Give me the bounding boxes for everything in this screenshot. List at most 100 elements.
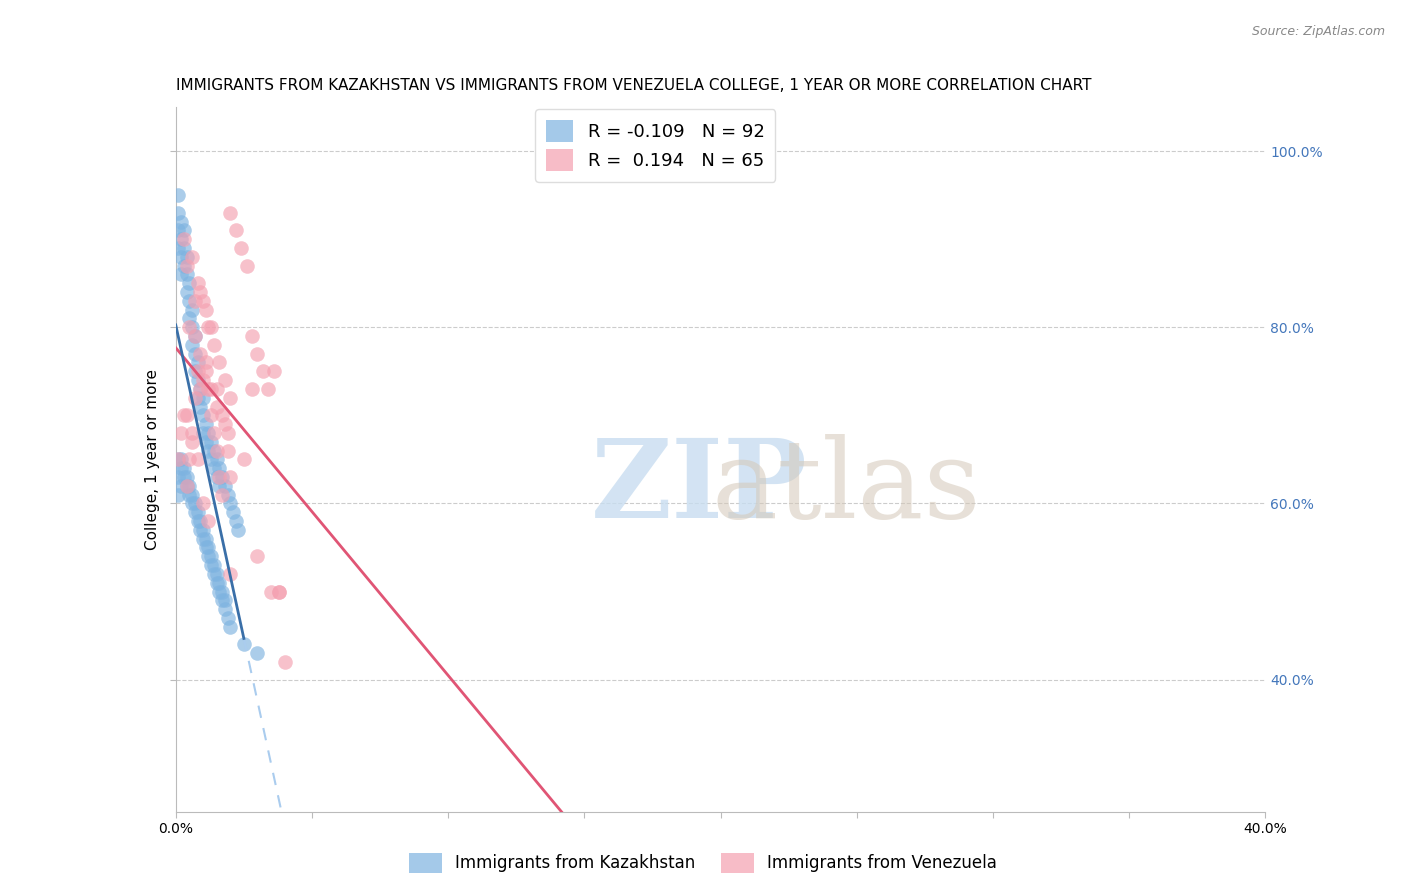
Text: IMMIGRANTS FROM KAZAKHSTAN VS IMMIGRANTS FROM VENEZUELA COLLEGE, 1 YEAR OR MORE : IMMIGRANTS FROM KAZAKHSTAN VS IMMIGRANTS… — [176, 78, 1091, 94]
Point — [211, 593, 233, 607]
Point — [181, 320, 204, 334]
Point — [194, 541, 217, 555]
Point — [184, 391, 207, 405]
Point — [176, 285, 198, 299]
Point — [197, 382, 219, 396]
Point — [186, 364, 209, 378]
Point — [202, 461, 225, 475]
Point — [194, 355, 217, 369]
Point — [202, 443, 225, 458]
Point — [170, 268, 193, 282]
Point — [173, 470, 195, 484]
Point — [179, 293, 201, 308]
Point — [176, 250, 198, 264]
Point — [257, 382, 280, 396]
Point — [184, 293, 207, 308]
Point — [181, 250, 204, 264]
Point — [188, 523, 211, 537]
Point — [184, 346, 207, 360]
Point — [167, 223, 190, 237]
Point — [197, 443, 219, 458]
Point — [214, 417, 236, 432]
Point — [211, 584, 233, 599]
Point — [188, 382, 211, 396]
Point — [202, 558, 225, 573]
Point — [167, 188, 190, 202]
Point — [167, 452, 190, 467]
Point — [179, 452, 201, 467]
Point — [173, 223, 195, 237]
Point — [181, 425, 204, 440]
Point — [176, 470, 198, 484]
Point — [173, 259, 195, 273]
Point — [184, 329, 207, 343]
Point — [191, 373, 214, 387]
Point — [191, 496, 214, 510]
Point — [269, 584, 291, 599]
Point — [179, 487, 201, 501]
Point — [181, 434, 204, 449]
Point — [214, 602, 236, 616]
Point — [194, 532, 217, 546]
Point — [205, 452, 228, 467]
Point — [173, 241, 195, 255]
Point — [176, 479, 198, 493]
Point — [173, 409, 195, 423]
Text: Source: ZipAtlas.com: Source: ZipAtlas.com — [1251, 25, 1385, 38]
Point — [194, 364, 217, 378]
Point — [219, 620, 242, 634]
Point — [194, 302, 217, 317]
Point — [225, 223, 247, 237]
Point — [170, 250, 193, 264]
Point — [191, 532, 214, 546]
Point — [191, 391, 214, 405]
Point — [246, 549, 269, 564]
Point — [200, 409, 222, 423]
Point — [205, 566, 228, 581]
Point — [176, 409, 198, 423]
Point — [170, 452, 193, 467]
Point — [197, 541, 219, 555]
Point — [240, 382, 263, 396]
Point — [173, 461, 195, 475]
Point — [205, 443, 228, 458]
Point — [260, 584, 283, 599]
Point — [184, 364, 207, 378]
Point — [186, 373, 209, 387]
Point — [170, 232, 193, 246]
Point — [200, 549, 222, 564]
Point — [191, 409, 214, 423]
Point — [188, 346, 211, 360]
Point — [181, 302, 204, 317]
Point — [194, 417, 217, 432]
Point — [269, 584, 291, 599]
Point — [219, 566, 242, 581]
Point — [197, 514, 219, 528]
Point — [208, 355, 231, 369]
Point — [191, 293, 214, 308]
Point — [167, 452, 190, 467]
Point — [170, 461, 193, 475]
Point — [235, 259, 257, 273]
Point — [167, 241, 190, 255]
Point — [186, 514, 209, 528]
Point — [252, 364, 274, 378]
Point — [167, 470, 190, 484]
Point — [274, 655, 297, 669]
Point — [246, 646, 269, 660]
Point — [186, 277, 209, 291]
Point — [200, 558, 222, 573]
Point — [208, 479, 231, 493]
Point — [208, 584, 231, 599]
Point — [214, 479, 236, 493]
Point — [217, 425, 239, 440]
Point — [200, 452, 222, 467]
Point — [197, 320, 219, 334]
Point — [181, 338, 204, 352]
Point — [205, 575, 228, 590]
Point — [184, 496, 207, 510]
Point — [197, 549, 219, 564]
Point — [219, 470, 242, 484]
Point — [263, 364, 285, 378]
Point — [219, 391, 242, 405]
